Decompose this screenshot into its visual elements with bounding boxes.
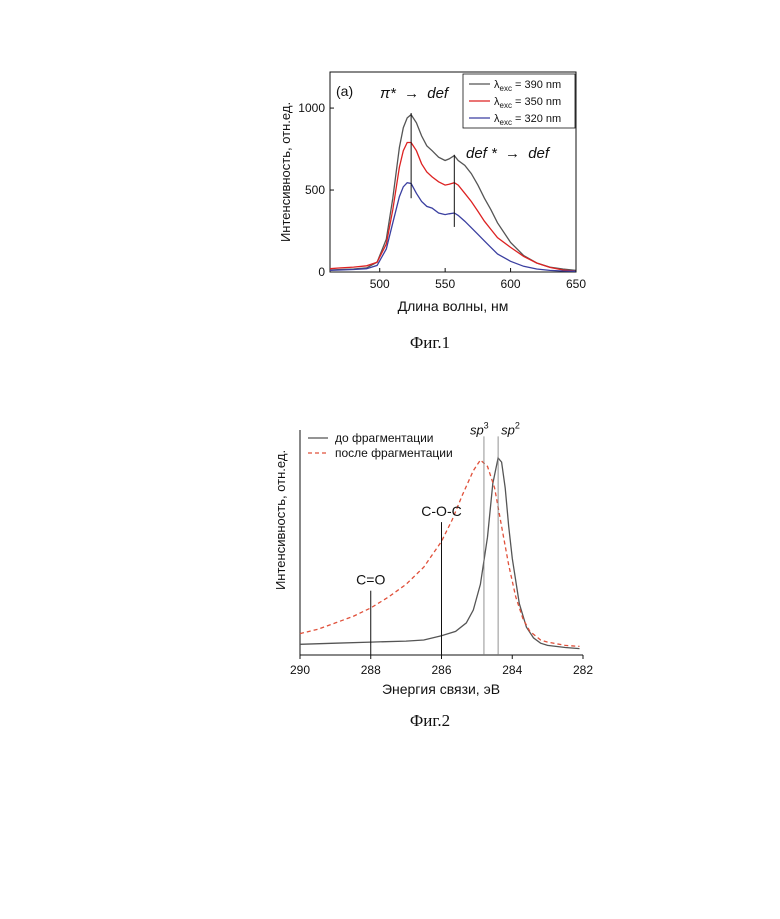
fig1-def-star-text: def * [466, 145, 498, 162]
fig1-ticks-group: 500 550 600 650 0 500 1000 [298, 101, 586, 291]
fig1-def-label: def * → def [466, 145, 551, 162]
fig1-legend: λexc = 390 nmλexc = 350 nmλexc = 320 nm [463, 74, 575, 128]
fig1-pi-arrow-text: → [404, 85, 419, 102]
fig1-caption: Фиг.1 [410, 333, 450, 352]
fig1-ytick-label-2: 1000 [298, 101, 325, 115]
fig1-xtick-label-0: 500 [370, 277, 390, 291]
fig2-xtick-label-0: 290 [290, 663, 310, 677]
fig2-ticks-group: 290 288 286 284 282 [290, 655, 593, 677]
fig2-series-group [300, 458, 580, 649]
fig2-legend-label-1: после фрагментации [335, 446, 453, 460]
fig1-xtick-label-3: 650 [566, 277, 586, 291]
fig2-marker-label-2: sp3 [470, 420, 489, 437]
fig2-legend: до фрагментации после фрагментации [308, 431, 453, 460]
fig2-ylabel: Интенсивность, отн.ед. [273, 450, 288, 590]
fig1-series-line-0 [330, 115, 576, 271]
fig1-ytick-label-0: 0 [318, 265, 325, 279]
fig1-pi-def-text: def [427, 85, 450, 102]
fig1-series-group [330, 115, 576, 272]
fig1-panel-label: (a) [336, 83, 353, 99]
fig1-ytick-label-1: 500 [305, 183, 325, 197]
svg-text:π* → def: π* → def [380, 85, 450, 102]
fig1-def-def-text: def [528, 145, 551, 162]
fig2-marker-label-0: C=O [356, 572, 385, 588]
fig1-pi-star-text: π* [380, 85, 397, 102]
fig2-xtick-label-1: 288 [361, 663, 381, 677]
fig2-marker-label-3: sp2 [501, 420, 520, 437]
figure-2: C=O C-O-C sp3 sp2 290 288 286 284 282 до фрагме… [273, 420, 593, 730]
fig2-xtick-label-4: 282 [573, 663, 593, 677]
fig1-xtick-label-2: 600 [501, 277, 521, 291]
fig2-xlabel: Энергия связи, эВ [382, 681, 500, 697]
fig1-markers-group [411, 113, 454, 227]
fig2-caption: Фиг.2 [410, 711, 450, 730]
svg-text:def * → def: def * → def [466, 145, 551, 162]
fig1-def-arrow-text: → [505, 145, 520, 162]
fig1-xlabel: Длина волны, нм [398, 298, 509, 314]
fig1-xtick-label-1: 550 [435, 277, 455, 291]
fig1-pi-label: π* → def [380, 85, 450, 102]
fig1-ylabel: Интенсивность, отн.ед. [278, 102, 293, 242]
fig2-marker-label-1: C-O-C [421, 503, 461, 519]
fig2-legend-label-0: до фрагментации [335, 431, 433, 445]
fig2-xtick-label-2: 286 [431, 663, 451, 677]
fig2-series-line-1 [300, 460, 580, 646]
fig2-xtick-label-3: 284 [502, 663, 522, 677]
figure-1: 500 550 600 650 0 500 1000 (a) π* → def def * … [278, 72, 586, 352]
fig1-series-line-2 [330, 183, 576, 272]
